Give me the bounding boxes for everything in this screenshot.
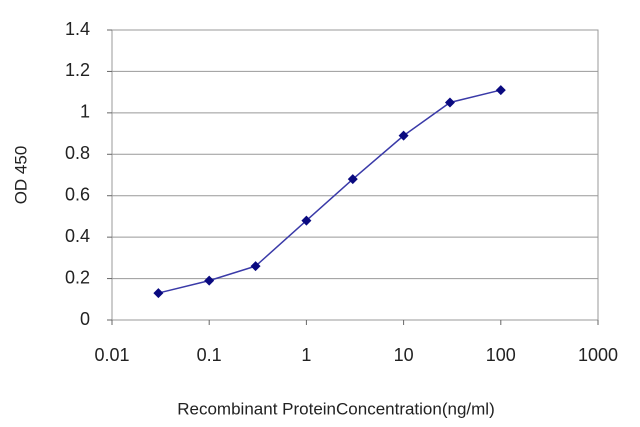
x-tick-label: 100 (486, 345, 516, 365)
y-tick-label: 0 (80, 309, 90, 329)
y-tick-label: 1.4 (65, 19, 90, 39)
x-axis-label: Recombinant ProteinConcentration(ng/ml) (177, 399, 495, 418)
x-tick-label: 0.01 (94, 345, 129, 365)
data-point (153, 288, 164, 299)
data-point (301, 215, 312, 226)
x-tick-label: 0.1 (197, 345, 222, 365)
x-tick-label: 10 (394, 345, 414, 365)
data-point (495, 85, 506, 96)
y-tick-label: 0.6 (65, 184, 90, 204)
data-point (204, 275, 215, 286)
y-tick-label: 0.2 (65, 267, 90, 287)
y-tick-label: 1 (80, 102, 90, 122)
data-point (398, 130, 409, 141)
x-tick-label: 1000 (578, 345, 618, 365)
x-tick-label: 1 (301, 345, 311, 365)
y-tick-label: 0.8 (65, 143, 90, 163)
plot-frame (111, 29, 599, 321)
data-point (250, 261, 261, 272)
y-tick-label: 1.2 (65, 60, 90, 80)
data-line (158, 89, 501, 294)
y-axis-label: OD 450 (11, 146, 30, 205)
data-point (444, 97, 455, 108)
y-tick-label: 0.4 (65, 226, 90, 246)
data-point (347, 174, 358, 185)
